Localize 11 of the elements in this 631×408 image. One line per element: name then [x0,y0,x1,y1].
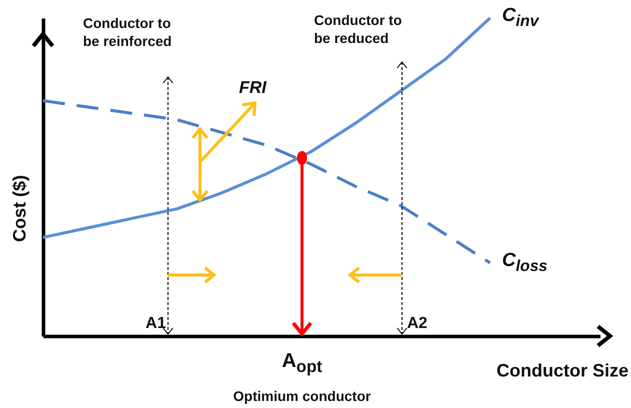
annotation: FRI [239,77,266,98]
series-label: C$_{inv}$ [502,4,539,32]
y-axis-title: Cost ($) [10,174,30,242]
annotation: Conductor to be reinforced [83,15,173,50]
annotation: A2 [407,314,428,334]
annotation: Conductor to be reduced [314,12,403,47]
series-label: C$_{loss}$ [502,248,548,276]
text: Optimium conductor [233,388,371,406]
annotation: A1 [146,314,166,334]
x-axis-title: Conductor Size [496,360,628,380]
text: A$_{opt}$ [282,349,322,378]
